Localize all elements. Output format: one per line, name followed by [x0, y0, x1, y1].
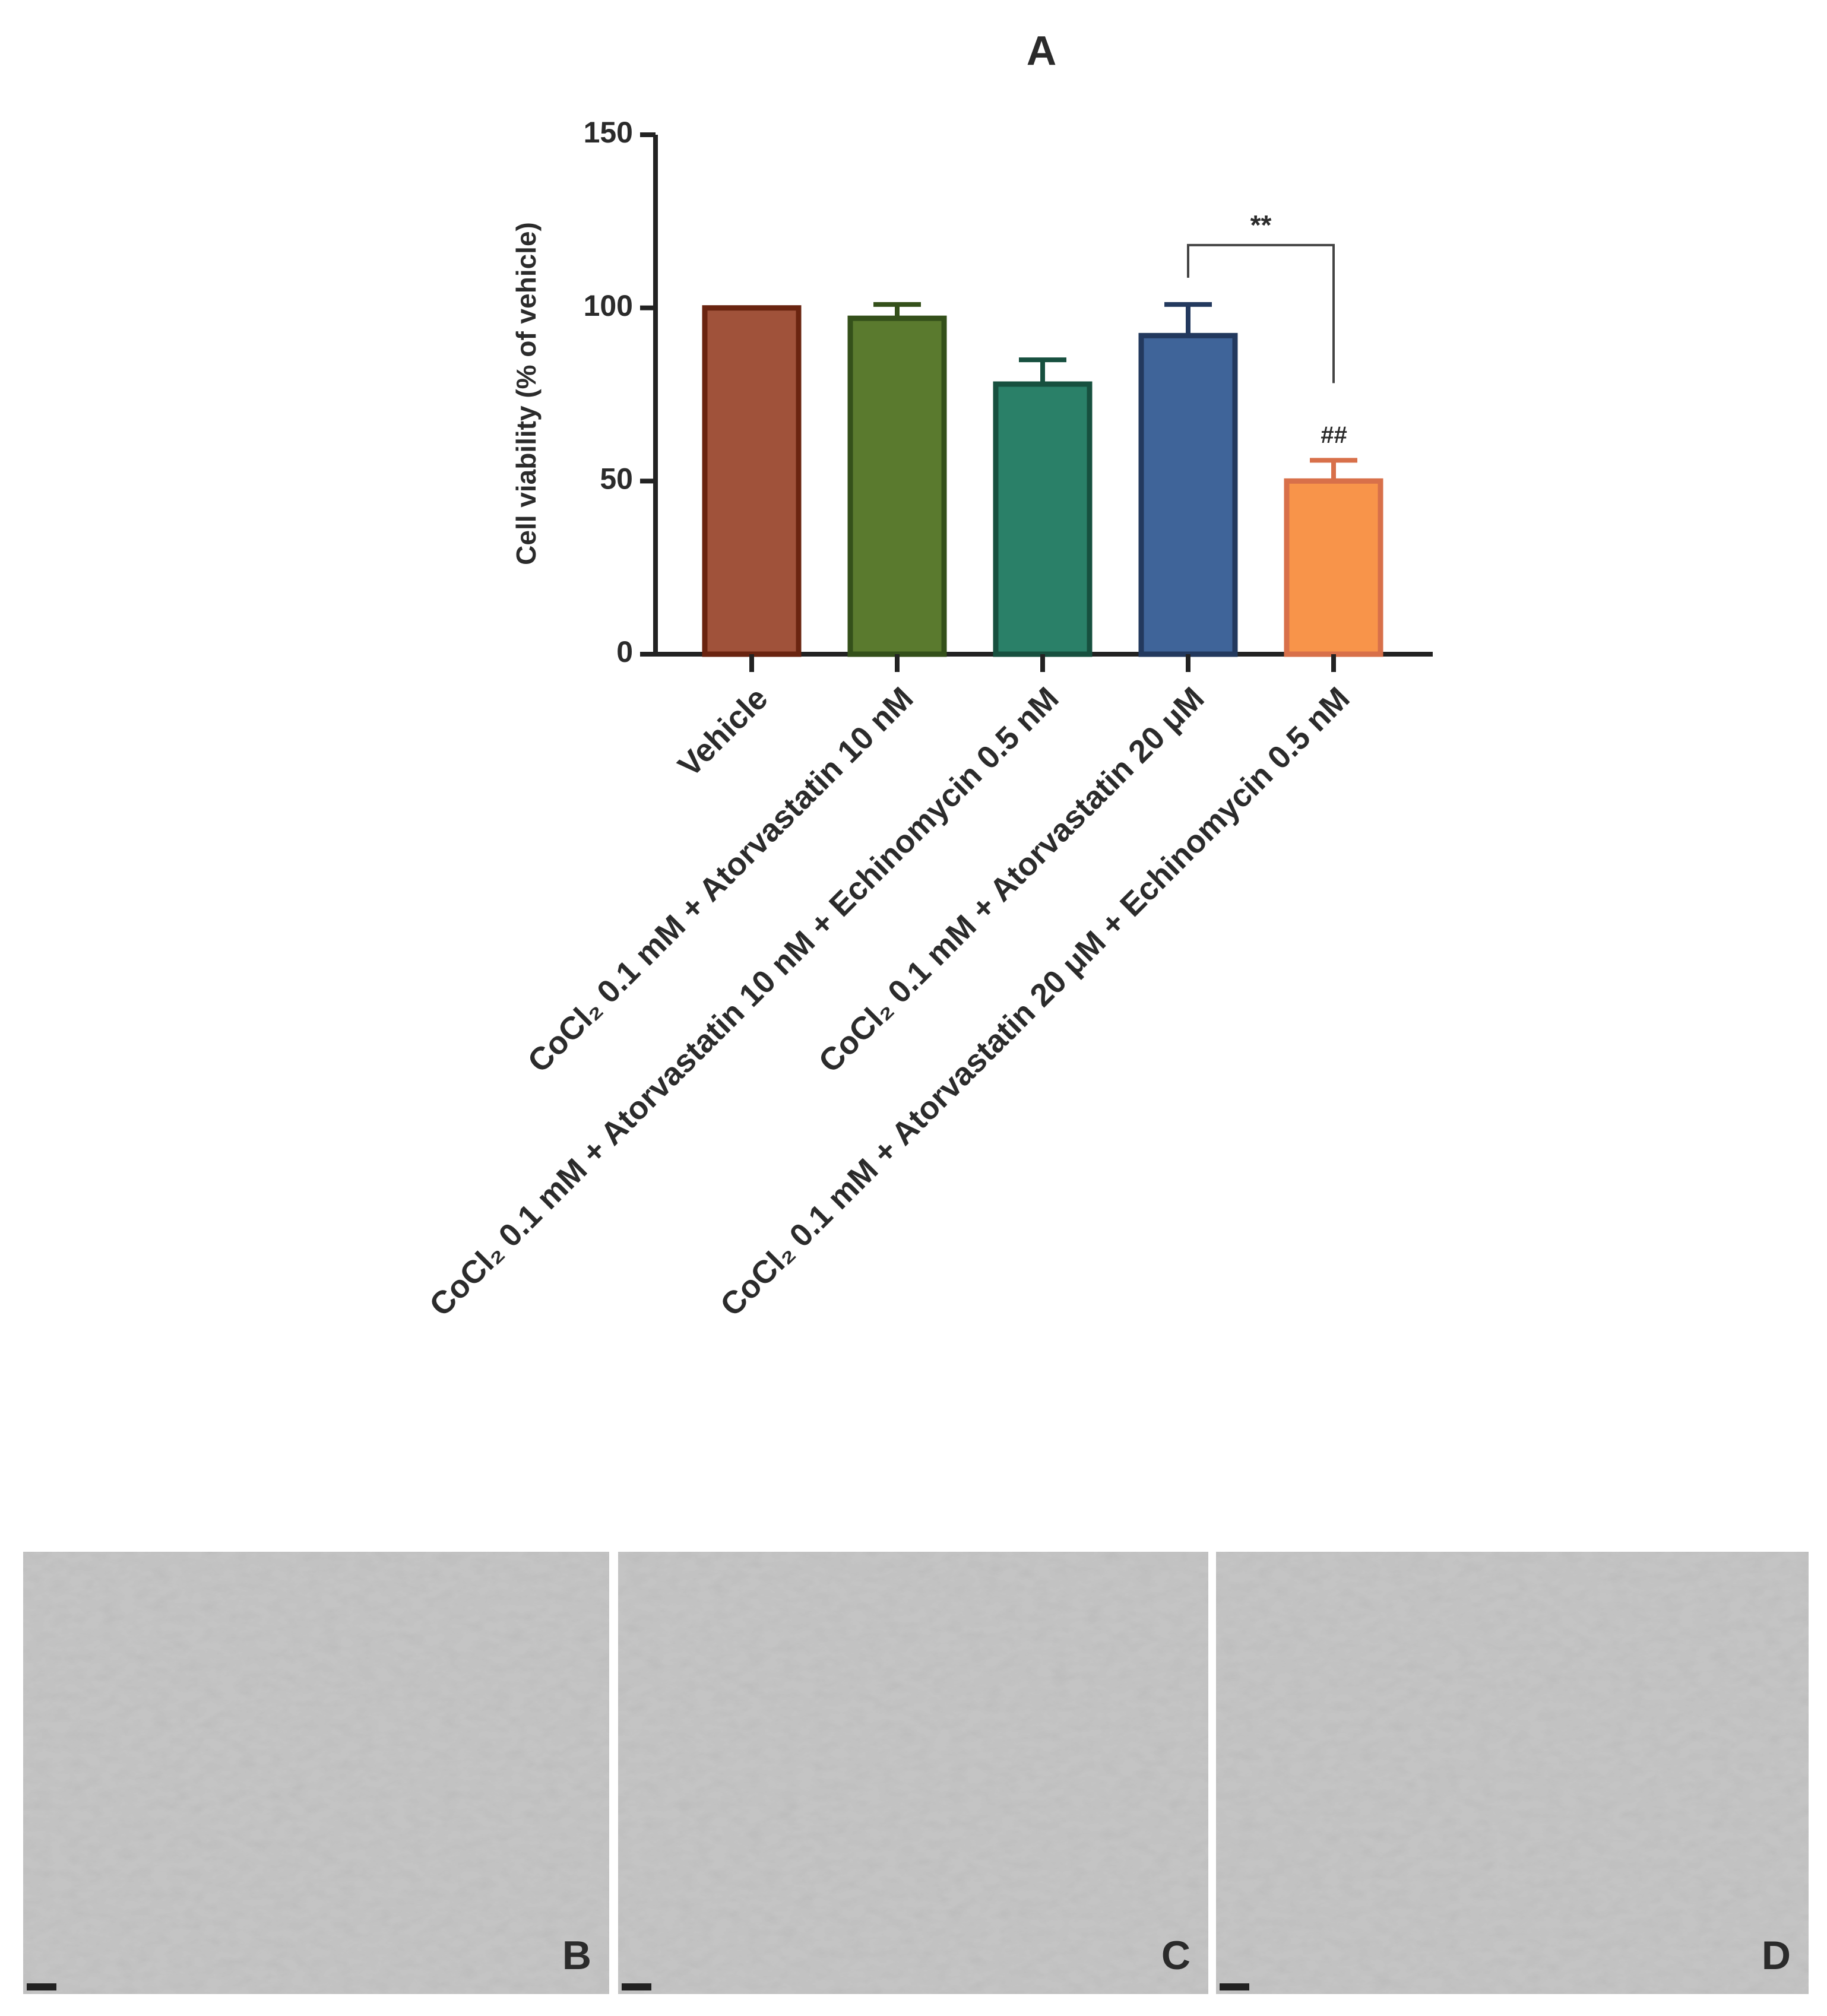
bar: [847, 315, 947, 657]
chart-title: A: [1027, 27, 1057, 74]
y-tick-label: 50: [600, 462, 633, 496]
panel-label: D: [1762, 1933, 1791, 1978]
y-tick-label: 100: [584, 289, 633, 322]
x-tick-label: Vehicle: [672, 680, 775, 784]
microscopy-image: [618, 1552, 1208, 1994]
annotation-label: ##: [1321, 422, 1347, 448]
y-tick-label: 0: [616, 635, 633, 668]
x-tick-label: CoCl₂ 0.1 mM + Atorvastatin 10 nM + Echi…: [423, 680, 1066, 1323]
panel-label: C: [1161, 1933, 1190, 1978]
scale-bar: [622, 1983, 651, 1990]
bar: [1284, 478, 1383, 657]
y-axis-label: Cell viability (% of vehicle): [511, 222, 542, 565]
bar: [993, 381, 1093, 657]
scale-bar: [27, 1983, 56, 1990]
microscopy-image: [1216, 1552, 1809, 1994]
panel-label: B: [562, 1933, 591, 1978]
bar: [702, 305, 802, 657]
y-tick-label: 150: [584, 116, 633, 149]
microscopy-image: [23, 1552, 609, 1994]
significance-bracket: [1187, 243, 1335, 383]
bar: [1138, 332, 1238, 657]
significance-label: **: [1250, 210, 1272, 240]
scale-bar: [1220, 1983, 1249, 1990]
